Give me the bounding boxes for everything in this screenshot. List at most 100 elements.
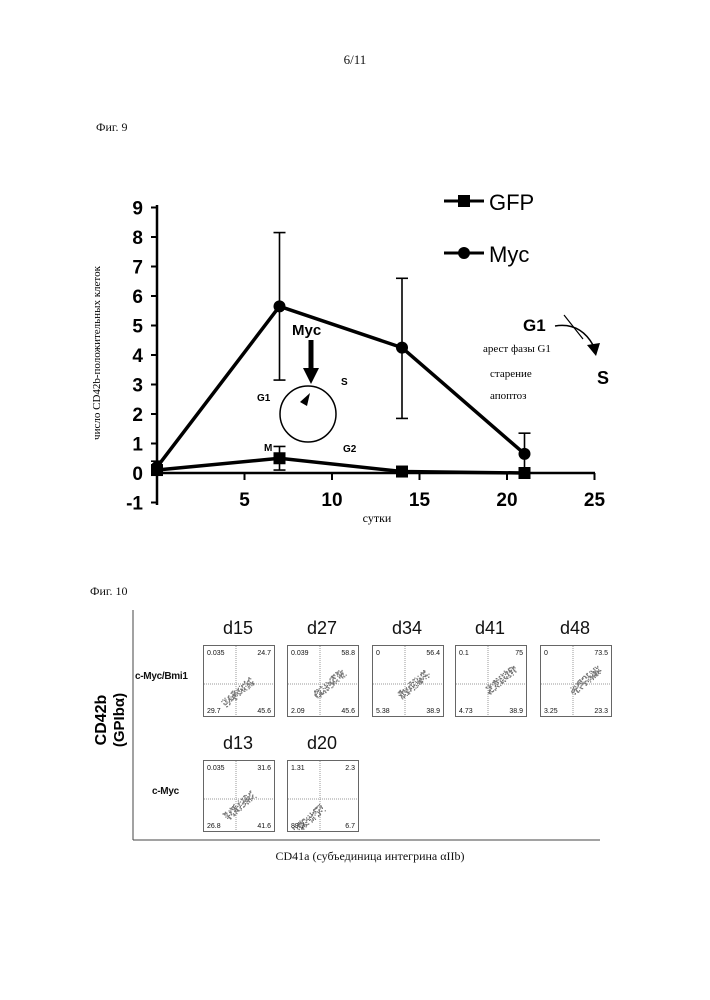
point-gfp — [274, 452, 286, 464]
inset-s-label: S — [597, 368, 609, 388]
facs-day-label: d15 — [203, 618, 273, 639]
quadrant-ur-value: 24.7 — [257, 650, 271, 657]
quadrant-ur-value: 73.5 — [594, 650, 608, 657]
quadrant-ur-value: 56.4 — [426, 650, 440, 657]
fig10-row1-label: c-Myc/Bmi1 — [135, 671, 188, 682]
fig10-xlabel: CD41a (субъединица интегрина αIIb) — [220, 849, 520, 864]
cycle-circle — [280, 386, 336, 442]
inset-block-line — [564, 315, 583, 339]
legend-gfp-marker — [458, 195, 470, 207]
facs-event-cloud — [222, 791, 256, 820]
x-tick-label: 15 — [409, 490, 431, 511]
cycle-g1-label: G1 — [257, 393, 271, 404]
facs-event-cloud — [398, 670, 430, 699]
quadrant-ll-value: 5.38 — [376, 708, 390, 715]
quadrant-ll-value: 26.8 — [207, 823, 221, 830]
fig10-label: Фиг. 10 — [90, 584, 127, 599]
quadrant-ul-value: 0 — [376, 650, 380, 657]
quadrant-lr-value: 41.6 — [257, 823, 271, 830]
y-tick-label: 4 — [132, 346, 143, 367]
facs-plot: 0.1 75 4.73 38.9 — [455, 645, 527, 717]
legend-myc-marker — [458, 247, 470, 259]
inset-arrow-head — [587, 343, 600, 356]
point-myc — [274, 300, 286, 312]
point-myc — [151, 461, 163, 473]
facs-plot: 0.039 58.8 2.09 45.6 — [287, 645, 359, 717]
y-tick-label: 1 — [132, 435, 143, 456]
quadrant-lr-value: 38.9 — [426, 708, 440, 715]
cycle-myc-label: Myc — [292, 322, 321, 339]
fig9-series — [151, 233, 531, 479]
legend-gfp-label: GFP — [489, 190, 534, 215]
point-myc — [519, 448, 531, 460]
fig10-ylabel-line2: (GPIbα) — [111, 693, 128, 747]
y-tick-label: 7 — [132, 258, 143, 279]
facs-event-cloud — [221, 677, 254, 707]
x-tick-label: 5 — [239, 490, 250, 511]
inset-line-1: арест фазы G1 — [483, 343, 551, 355]
legend-myc-label: Myc — [489, 242, 529, 267]
y-tick-label: 6 — [132, 287, 143, 308]
y-tick-label: 5 — [132, 317, 143, 338]
facs-plot: 1.31 2.3 89.7 6.7 — [287, 760, 359, 832]
cycle-s-label: S — [341, 377, 348, 388]
quadrant-lr-value: 38.9 — [509, 708, 523, 715]
facs-plot: 0.035 31.6 26.8 41.6 — [203, 760, 275, 832]
cycle-g2-label: G2 — [343, 444, 357, 455]
facs-day-label: d27 — [287, 618, 357, 639]
quadrant-ur-value: 2.3 — [345, 765, 355, 772]
quadrant-ll-value: 29.7 — [207, 708, 221, 715]
quadrant-ul-value: 0.035 — [207, 650, 225, 657]
facs-plot: 0 56.4 5.38 38.9 — [372, 645, 444, 717]
y-tick-label: 2 — [132, 405, 143, 426]
fig10-ylabel-line1: CD42b — [93, 694, 110, 745]
quadrant-lr-value: 6.7 — [345, 823, 355, 830]
quadrant-ll-value: 3.25 — [544, 708, 558, 715]
fig9-ylabel: число CD42b-положительных клеток — [91, 265, 103, 440]
y-tick-label: 8 — [132, 228, 143, 249]
y-tick-label: -1 — [126, 494, 143, 515]
quadrant-ul-value: 0.039 — [291, 650, 309, 657]
quadrant-lr-value: 45.6 — [341, 708, 355, 715]
fig9-xlabel: сутки — [363, 511, 392, 525]
fig9-legend: GFP Myc — [444, 190, 534, 267]
y-tick-label: 0 — [132, 464, 143, 485]
quadrant-ur-value: 58.8 — [341, 650, 355, 657]
facs-day-label: d13 — [203, 733, 273, 754]
fig9-chart: число CD42b-положительных клеток сутки 9… — [0, 0, 710, 560]
facs-plot: 0 73.5 3.25 23.3 — [540, 645, 612, 717]
y-tick-label: 9 — [132, 199, 143, 220]
inset-line-2: старение — [490, 368, 532, 380]
series-gfp-line — [157, 458, 525, 473]
cell-cycle-diagram: Myc G1 S M G2 — [257, 322, 357, 455]
quadrant-lr-value: 45.6 — [257, 708, 271, 715]
quadrant-ll-value: 89.7 — [291, 823, 305, 830]
cycle-pointer — [300, 393, 310, 406]
x-tick-label: 25 — [584, 490, 606, 511]
quadrant-ul-value: 0 — [544, 650, 548, 657]
quadrant-ul-value: 0.035 — [207, 765, 225, 772]
facs-day-label: d34 — [372, 618, 442, 639]
facs-event-cloud — [486, 666, 517, 695]
y-tick-label: 3 — [132, 376, 143, 397]
fig10-row2-label: c-Myc — [152, 786, 179, 797]
quadrant-lr-value: 23.3 — [594, 708, 608, 715]
quadrant-ur-value: 75 — [515, 650, 523, 657]
quadrant-ul-value: 0.1 — [459, 650, 469, 657]
quadrant-ul-value: 1.31 — [291, 765, 305, 772]
point-myc — [396, 342, 408, 354]
facs-event-cloud — [570, 666, 601, 695]
cycle-myc-arrow-head — [303, 368, 319, 384]
quadrant-ur-value: 31.6 — [257, 765, 271, 772]
x-tick-label: 10 — [321, 490, 342, 511]
facs-day-label: d48 — [540, 618, 610, 639]
cycle-m-label: M — [264, 443, 272, 454]
x-tick-label: 20 — [496, 490, 517, 511]
point-gfp — [396, 466, 408, 478]
facs-plot: 0.035 24.7 29.7 45.6 — [203, 645, 275, 717]
quadrant-ll-value: 2.09 — [291, 708, 305, 715]
inset-g1-label: G1 — [523, 316, 546, 335]
g1-arrest-inset: G1 S арест фазы G1 старение апоптоз — [483, 315, 609, 402]
quadrant-ll-value: 4.73 — [459, 708, 473, 715]
inset-line-3: апоптоз — [490, 390, 527, 402]
